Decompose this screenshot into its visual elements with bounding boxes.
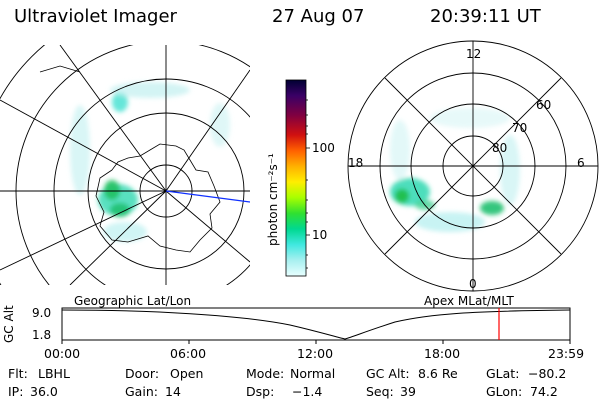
glat-value: −80.2 — [528, 366, 567, 381]
mlt-label-18: 18 — [348, 156, 364, 170]
continent-outline — [95, 143, 221, 253]
mlt-label-12: 12 — [466, 47, 482, 61]
gcalt-value: 8.6 Re — [418, 366, 458, 381]
door-key: Door: — [125, 366, 160, 381]
dsp-key: Dsp: — [246, 384, 275, 399]
date-label: 27 Aug 07 — [272, 6, 365, 27]
altitude-tick-low: 1.8 — [32, 328, 52, 342]
terminator-line — [165, 190, 250, 203]
time-tick-2359: 23:59 — [548, 346, 585, 361]
altitude-tick-high: 9.0 — [32, 306, 52, 320]
gain-key: Gain: — [125, 384, 158, 399]
glon-key: GLon: — [486, 384, 523, 399]
colorbar-tick-10: 10 — [312, 228, 328, 242]
time-tick-1800: 18:00 — [424, 346, 461, 361]
mlt-label-6: 6 — [577, 156, 585, 170]
colorbar-gradient — [285, 79, 307, 277]
geographic-grid — [0, 45, 250, 285]
colorbar-tick-100: 100 — [312, 141, 335, 155]
apex-label: Apex MLat/MLT — [424, 294, 514, 308]
mlat-label-60: 60 — [536, 98, 552, 112]
gcalt-key: GC Alt: — [366, 366, 410, 381]
seq-key: Seq: — [366, 384, 394, 399]
door-value: Open — [170, 366, 204, 381]
mlat-label-80: 80 — [492, 141, 508, 155]
glon-value: 74.2 — [530, 384, 558, 399]
geographic-label: Geographic Lat/Lon — [74, 294, 192, 308]
flt-value: LBHL — [38, 366, 70, 381]
glat-key: GLat: — [486, 366, 520, 381]
dsp-value: −1.4 — [292, 384, 323, 399]
ip-value: 36.0 — [30, 384, 58, 399]
time-tick-0600: 06:00 — [170, 346, 207, 361]
flt-key: Flt: — [8, 366, 28, 381]
aurora-oval — [390, 108, 520, 232]
mode-key: Mode: — [246, 366, 285, 381]
mode-value: Normal — [290, 366, 336, 381]
gain-value: 14 — [165, 384, 181, 399]
time-tick-0000: 00:00 — [44, 346, 81, 361]
seq-value: 39 — [400, 384, 416, 399]
aurora-emission — [70, 82, 230, 242]
time-tick-1200: 12:00 — [297, 346, 334, 361]
mlt-label-0: 0 — [469, 277, 477, 291]
ip-key: IP: — [8, 384, 24, 399]
time-label: 20:39:11 UT — [430, 6, 541, 27]
app-title: Ultraviolet Imager — [14, 6, 177, 27]
mlat-label-70: 70 — [512, 121, 528, 135]
altitude-curve — [61, 309, 571, 340]
